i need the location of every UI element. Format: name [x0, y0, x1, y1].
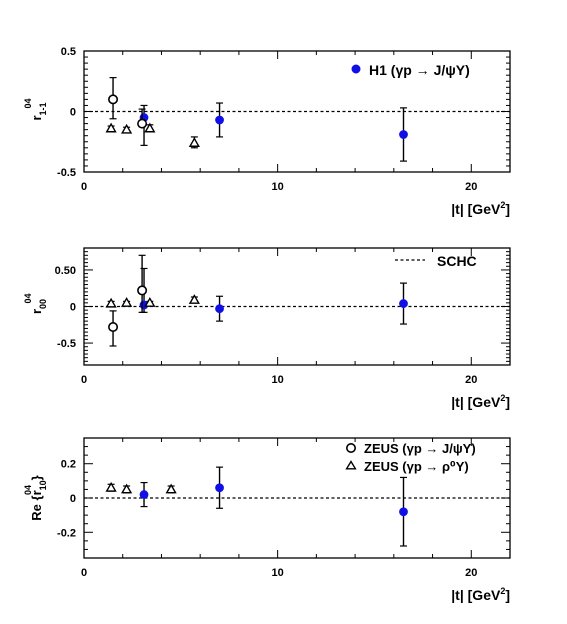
x-tick-label: 10: [272, 181, 284, 193]
x-tick-label: 20: [465, 567, 477, 579]
legend-label-h1: H1 (γp → J/ψY): [369, 62, 470, 78]
series-open-circle: [108, 77, 148, 129]
y-axis-label-sup: 04: [23, 293, 33, 303]
data-point-zeus-rho: [120, 123, 133, 134]
data-point-zeus-rho: [105, 122, 117, 133]
data-point-zeus-rho: [165, 483, 177, 494]
data-point-zeus-jpsi: [108, 321, 119, 332]
x-tick-label: 0: [81, 181, 87, 193]
legend-panel-3: ZEUS (γp → J/ψY) ZEUS (γp → ρ⁰Y): [345, 441, 476, 474]
data-point-h1: [139, 490, 149, 499]
legend-panel-2: SCHC: [395, 253, 477, 269]
y-axis-label-text: r1-1: [29, 102, 48, 120]
data-point-zeus-rho: [105, 481, 117, 492]
x-axis-label: |t| [GeV2]: [451, 586, 510, 603]
x-tick-label: 20: [465, 374, 477, 386]
panel-1: 0 10 20 -0.5 0 0.5 |t| [GeV2] r1-104: [23, 46, 511, 217]
series-open-triangle: [105, 122, 200, 149]
data-point-h1: [215, 483, 224, 493]
data-point-h1: [215, 304, 224, 314]
legend-label-schc: SCHC: [437, 253, 477, 269]
y-tick-label: -0.5: [57, 338, 76, 350]
data-point-zeus-rho: [105, 297, 117, 308]
data-point-h1: [399, 299, 408, 308]
series-filled-circle: [139, 267, 408, 325]
data-point-zeus-jpsi: [137, 118, 148, 129]
x-tick-label: 0: [81, 567, 87, 579]
series-filled-circle: [139, 466, 408, 547]
legend-marker-zeus-jpsi: [345, 442, 356, 453]
x-tick-label: 10: [272, 567, 284, 579]
legend-marker-zeus-rho: [345, 460, 357, 470]
data-point-zeus-rho: [120, 483, 133, 494]
legend-marker-h1: [351, 64, 361, 74]
data-point-zeus-rho: [188, 294, 200, 304]
data-point-zeus-rho: [144, 122, 156, 133]
x-tick-label: 0: [81, 374, 87, 386]
y-tick-label: 0: [70, 302, 76, 314]
legend-label-zeus-jpsi: ZEUS (γp → J/ψY): [364, 441, 476, 456]
x-tick-label: 10: [272, 374, 284, 386]
y-axis-label: Re {r10}04: [23, 475, 48, 520]
data-point-h1: [399, 507, 408, 517]
x-axis-label: |t| [GeV2]: [451, 200, 510, 217]
series-open-triangle: [105, 294, 200, 308]
data-point-h1: [399, 130, 408, 139]
data-point-zeus-rho: [188, 137, 200, 147]
y-axis-label-sup: 04: [23, 485, 33, 495]
y-tick-label: -0.2: [57, 527, 76, 539]
panel-3: 0 10 20 -0.2 0 0.2 |t| [GeV2] Re {r10}04: [23, 437, 511, 603]
data-point-zeus-jpsi: [137, 285, 148, 296]
data-point-zeus-jpsi: [108, 94, 119, 105]
y-tick-label: -0.5: [57, 167, 76, 179]
x-axis-label: |t| [GeV2]: [451, 393, 510, 410]
y-tick-label: 0.2: [61, 459, 76, 471]
data-point-zeus-rho: [144, 297, 156, 307]
y-axis-label: r1-104: [23, 98, 48, 120]
data-point-h1: [215, 115, 224, 125]
y-axis-label-text: Re {r10}: [29, 475, 48, 520]
series-open-circle: [108, 254, 148, 347]
y-tick-label: 0: [70, 493, 76, 505]
legend-panel-1: H1 (γp → J/ψY): [351, 62, 470, 78]
y-axis-label-sup: 04: [23, 98, 33, 108]
y-tick-label: 0.50: [55, 265, 76, 277]
y-tick-label: 0: [70, 107, 76, 119]
y-axis-label-text: r00: [29, 299, 48, 314]
legend-label-zeus-rho: ZEUS (γp → ρ⁰Y): [364, 459, 469, 474]
x-tick-label: 20: [465, 181, 477, 193]
plot-frame: [83, 437, 511, 559]
y-tick-label: 0.5: [61, 46, 76, 58]
data-point-zeus-rho: [120, 297, 133, 307]
series-open-triangle: [105, 481, 177, 494]
